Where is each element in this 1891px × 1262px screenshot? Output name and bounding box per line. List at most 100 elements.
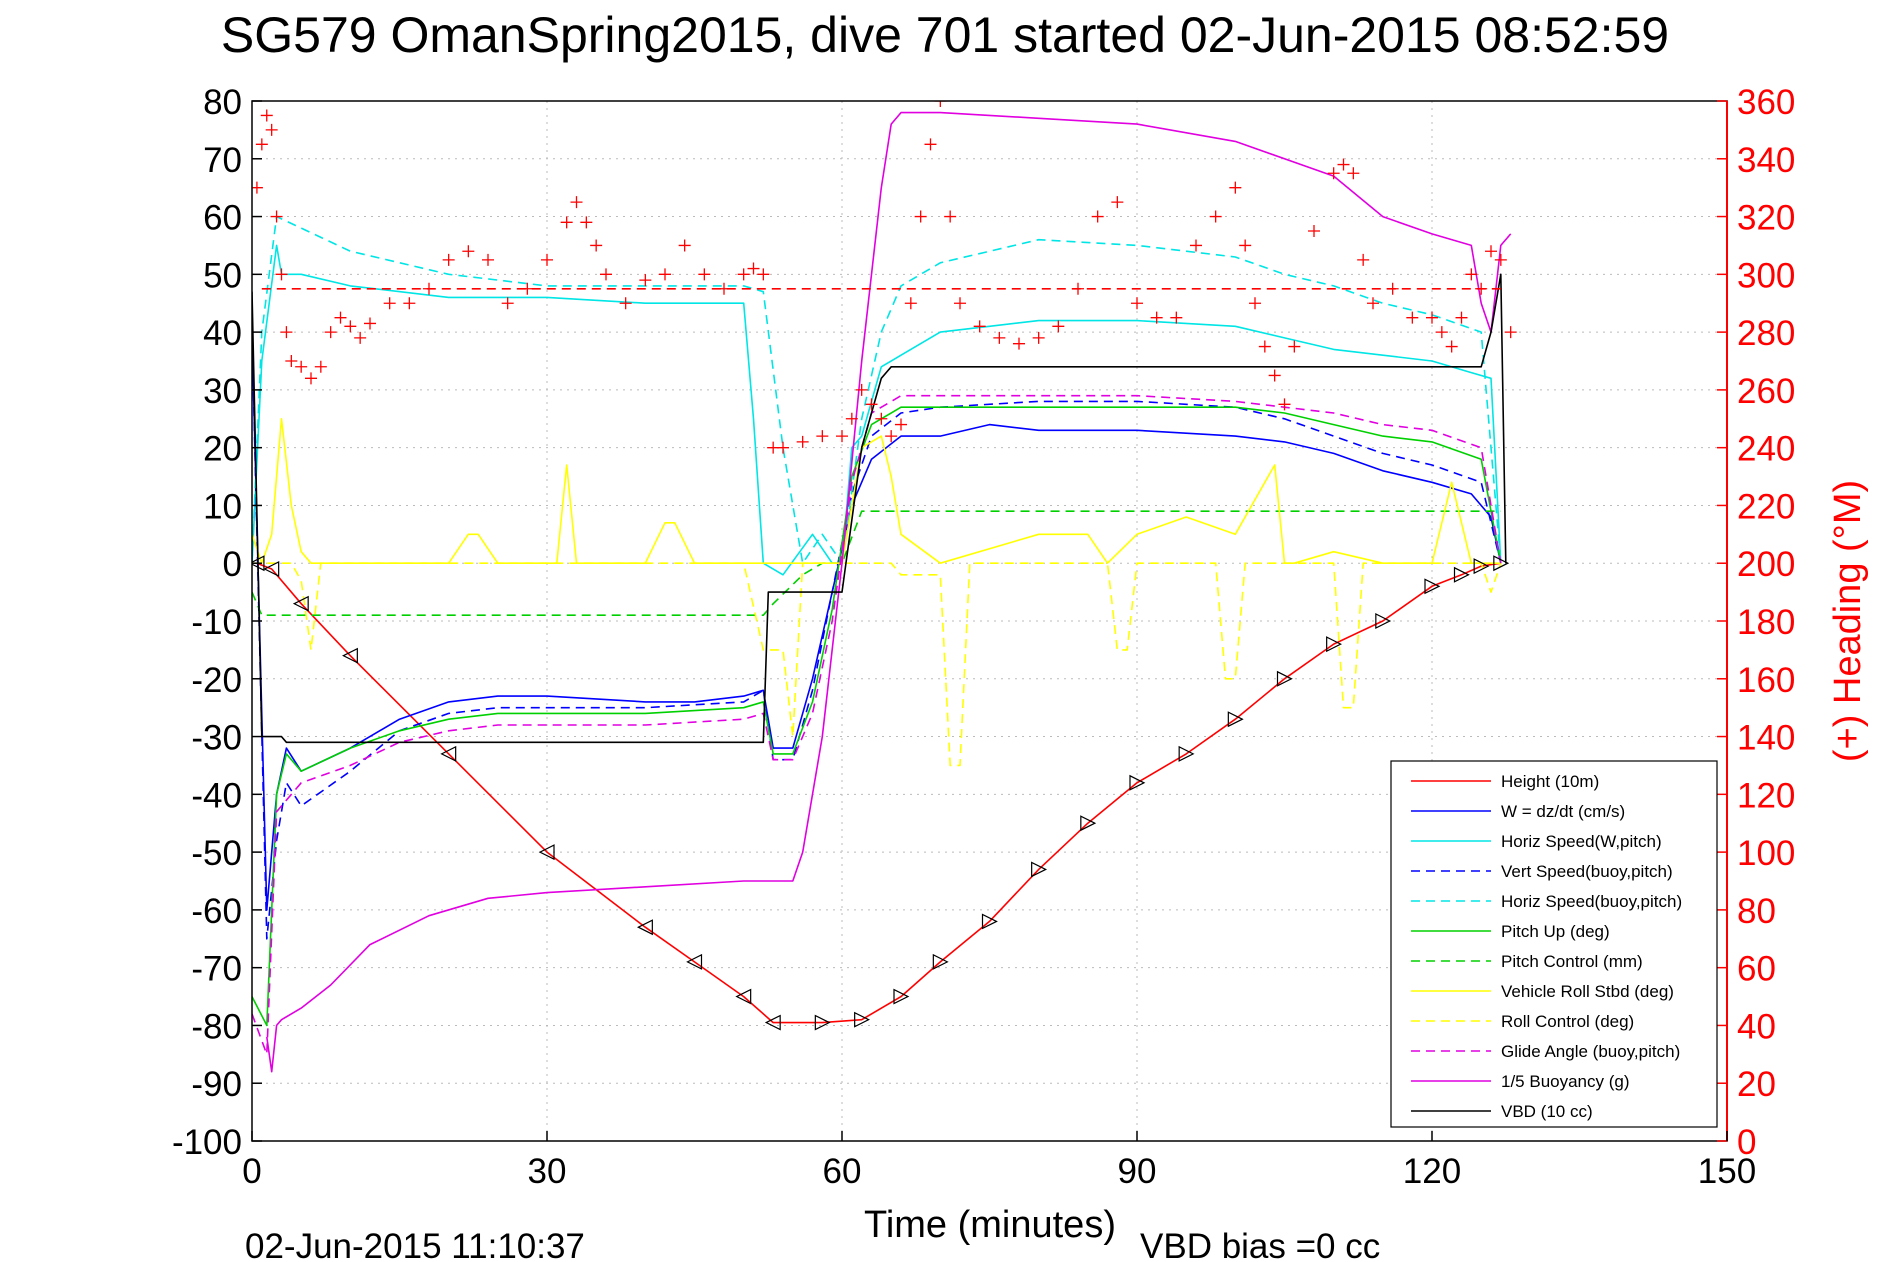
heading-point — [845, 412, 858, 425]
y-tick-label: 70 — [203, 141, 242, 180]
height-marker — [893, 988, 910, 1005]
height-marker — [735, 988, 752, 1005]
legend-label: Glide Angle (buoy,pitch) — [1501, 1042, 1680, 1061]
heading-point — [1258, 340, 1271, 353]
heading-point — [270, 210, 283, 223]
height-marker — [1326, 636, 1343, 653]
heading-point — [698, 268, 711, 281]
heading-point — [260, 109, 273, 122]
heading-point — [580, 216, 593, 229]
height-marker — [1375, 613, 1392, 629]
series-line-pitch-up-deg — [252, 406, 1502, 1027]
heading-point — [1445, 340, 1458, 353]
heading-point — [1504, 326, 1517, 339]
y2-tick-label: 120 — [1737, 776, 1795, 815]
heading-point — [924, 138, 937, 151]
heading-point — [747, 262, 760, 275]
heading-point — [1485, 245, 1497, 258]
legend-label: W = dz/dt (cm/s) — [1501, 802, 1625, 821]
y-tick-label: 20 — [203, 430, 242, 469]
height-marker — [341, 647, 358, 664]
y-tick-label: 30 — [203, 372, 242, 411]
y-tick-label: -40 — [191, 776, 242, 815]
heading-point — [914, 210, 927, 223]
y-tick-label: 50 — [203, 256, 242, 295]
y-tick-label: -90 — [191, 1065, 242, 1104]
heading-point — [1013, 337, 1025, 350]
legend-label: Vehicle Roll Stbd (deg) — [1501, 982, 1674, 1001]
heading-point — [1190, 239, 1202, 252]
series-line-w-dz-dt-cm-s — [252, 332, 1502, 911]
heading-point — [383, 297, 396, 310]
heading-point — [501, 297, 514, 310]
heading-point — [816, 430, 829, 443]
y-tick-label: 80 — [203, 83, 242, 122]
right-axis-label: (+) Heading (°M) — [1827, 480, 1869, 762]
y2-tick-label: 80 — [1737, 892, 1776, 931]
y2-tick-label: 200 — [1737, 545, 1795, 584]
height-marker — [636, 919, 653, 936]
heading-point — [737, 268, 750, 281]
timestamp-label: 02-Jun-2015 11:10:37 — [245, 1227, 585, 1262]
heading-point — [1131, 297, 1143, 310]
height-marker — [1080, 815, 1097, 832]
legend-label: 1/5 Buoyancy (g) — [1501, 1072, 1630, 1091]
y2-tick-label: 40 — [1737, 1007, 1776, 1046]
heading-point — [904, 297, 917, 310]
heading-point — [295, 360, 308, 373]
heading-point — [482, 253, 494, 266]
heading-point — [659, 268, 671, 281]
heading-point — [865, 398, 878, 411]
legend-box — [1390, 760, 1718, 1128]
y2-tick-label: 220 — [1737, 487, 1795, 526]
series-layer — [252, 101, 1517, 1073]
heading-point — [1170, 311, 1183, 324]
y2-tick-label: 340 — [1737, 141, 1795, 180]
y2-tick-label: 60 — [1737, 950, 1776, 989]
x-tick-label: 150 — [1698, 1152, 1756, 1191]
heading-point — [1337, 158, 1350, 171]
heading-point — [885, 430, 898, 443]
heading-point — [757, 268, 770, 281]
heading-point — [344, 320, 357, 333]
heading-point — [354, 331, 367, 344]
height-marker — [686, 953, 703, 970]
heading-point — [973, 320, 986, 333]
y2-tick-label: 180 — [1737, 603, 1795, 642]
heading-point — [285, 355, 298, 367]
x-axis-label: Time (minutes) — [864, 1204, 1116, 1246]
y2-tick-label: 240 — [1737, 430, 1795, 469]
heading-point — [678, 239, 691, 252]
heading-point — [993, 331, 1006, 344]
heading-point — [855, 383, 868, 396]
y-tick-label: 60 — [203, 199, 242, 238]
vbd-bias-label: VBD bias =0 cc — [1140, 1227, 1380, 1262]
height-marker — [854, 1011, 871, 1028]
heading-point — [570, 196, 583, 209]
x-tick-label: 90 — [1118, 1152, 1157, 1191]
heading-point — [265, 123, 278, 136]
heading-point — [836, 430, 848, 443]
y-tick-label: 10 — [203, 487, 242, 526]
heading-point — [1249, 297, 1261, 310]
height-marker — [1227, 711, 1244, 728]
height-marker — [764, 1014, 781, 1031]
series-group — [252, 101, 1517, 1073]
heading-point — [1052, 320, 1065, 333]
heading-point — [619, 297, 632, 310]
heading-point — [1209, 210, 1222, 223]
heading-point — [560, 216, 573, 229]
series-line-vert-speed-buoy-pitch — [252, 332, 1502, 940]
height-marker — [292, 595, 309, 612]
legend: Height (10m) W = dz/dt (cm/s) Horiz Speed(… — [1390, 760, 1718, 1128]
heading-points — [252, 101, 1517, 454]
y2-tick-label: 0 — [1737, 1123, 1756, 1162]
y-tick-label: -70 — [191, 950, 242, 989]
heading-point — [1327, 167, 1340, 180]
height-marker — [932, 953, 949, 970]
series-line-height-10m — [256, 562, 1501, 1024]
y2-tick-label: 320 — [1737, 199, 1795, 238]
series-line-pitch-control-mm — [252, 510, 1501, 617]
heading-point — [944, 210, 957, 223]
